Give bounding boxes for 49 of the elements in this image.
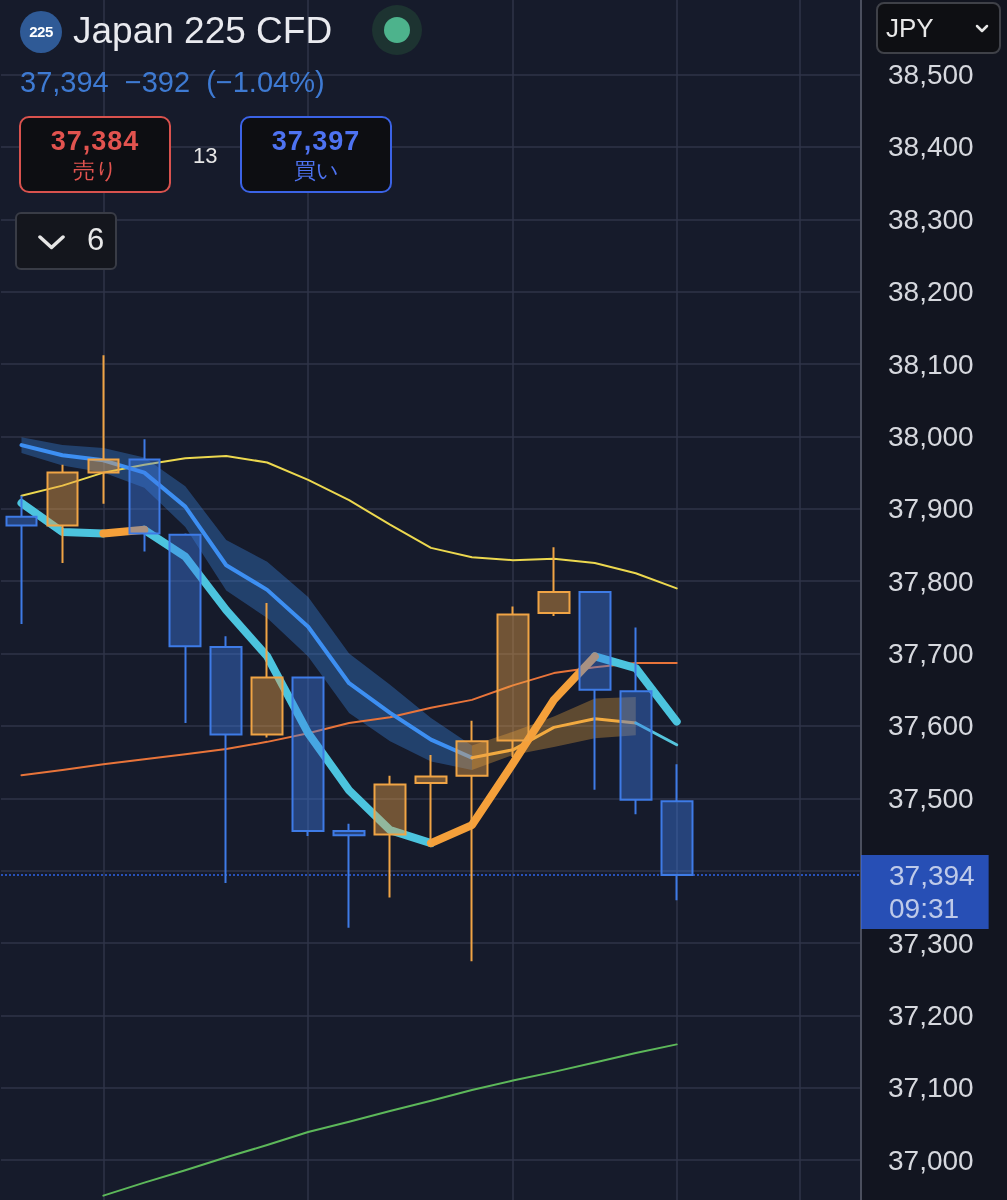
candlestick (578, 591, 612, 791)
y-tick-label: 37,600 (888, 710, 974, 742)
y-tick-label: 37,500 (888, 782, 974, 814)
candlestick (46, 463, 79, 565)
annotation: 買い (293, 156, 339, 185)
candlestick (373, 774, 407, 899)
annotation: 6 (87, 221, 105, 259)
chart-title: Japan 225 CFD (73, 9, 333, 53)
y-tick-label: 37,700 (888, 638, 974, 670)
candlestick (619, 626, 653, 816)
y-tick-label: 38,200 (888, 276, 974, 308)
y-tick-label: 37,100 (888, 1072, 974, 1104)
y-tick-label: 38,300 (888, 203, 974, 235)
candlestick (168, 532, 202, 725)
annotation: 225 (29, 23, 53, 41)
candlestick (414, 753, 448, 848)
candlestick (291, 676, 325, 837)
candlestick (332, 822, 366, 929)
y-tick-label: 38,400 (888, 131, 974, 163)
y-tick-label: 38,100 (888, 348, 974, 380)
ref-line-label: 37,394 09:31 (889, 860, 975, 925)
y-tick-label: 37,300 (888, 927, 974, 959)
candlestick (87, 354, 120, 505)
candlestick (250, 601, 284, 739)
candlestick (496, 605, 530, 759)
candlestick (537, 546, 571, 617)
annotation: 37,397 (271, 124, 361, 157)
candlestick (455, 719, 489, 963)
currency-dropdown: JPY (876, 2, 1001, 54)
y-tick-label: 38,000 (888, 420, 974, 452)
line-series (102, 1043, 678, 1197)
y-tick-label: 37,900 (888, 493, 974, 525)
candlestick (5, 494, 38, 625)
line-series (20, 661, 678, 777)
dropdown-button: 6 (15, 212, 117, 270)
candlestick (209, 635, 243, 884)
text: 37,394 −392 (−1.04%) (20, 65, 325, 100)
line-series (20, 454, 678, 590)
y-tick-label: 37,000 (888, 1144, 974, 1176)
annotation: 売り (72, 156, 118, 185)
buy-button: 37,397 買い (240, 116, 392, 193)
sell-button: 37,384 売り (19, 116, 171, 193)
annotation: 37,384 (50, 124, 140, 157)
y-tick-label: 38,500 (888, 59, 974, 91)
candlestick (128, 438, 161, 553)
y-tick-label: 37,800 (888, 565, 974, 597)
annotation: 13 (193, 142, 218, 170)
y-tick-label: 37,200 (888, 999, 974, 1031)
candlestick (660, 763, 694, 902)
